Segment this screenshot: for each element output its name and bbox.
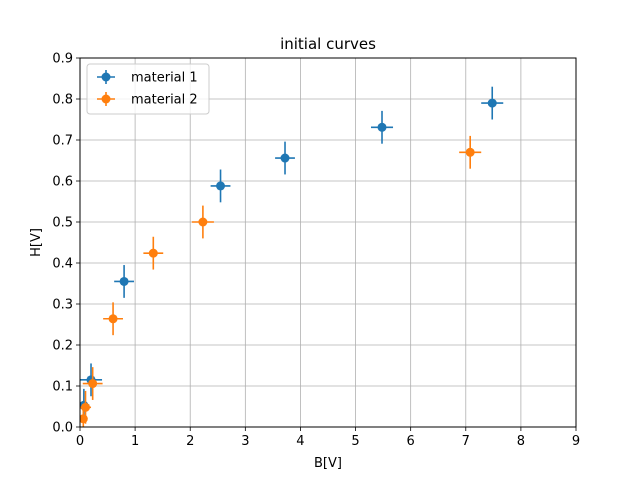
point-marker <box>465 147 475 157</box>
y-tick-label: 0.0 <box>52 421 73 436</box>
point-marker <box>198 217 208 227</box>
chart-title: initial curves <box>280 35 376 53</box>
x-tick-label: 4 <box>296 434 304 449</box>
series-material-2 <box>80 135 482 427</box>
y-tick-label: 0.6 <box>52 175 73 190</box>
point-marker <box>280 153 290 163</box>
y-tick-label: 0.5 <box>52 216 73 231</box>
axis-ticks: 0 1 2 3 4 5 6 7 8 9 0.0 0.1 0.2 0.3 0.4 0.5 0.6 0.7 0.8 0.9 <box>52 52 580 450</box>
data-point <box>114 265 135 298</box>
point-marker <box>148 248 158 258</box>
data-point <box>143 236 164 270</box>
point-marker <box>108 314 118 324</box>
point-marker <box>88 379 98 389</box>
y-tick-label: 0.8 <box>52 93 73 108</box>
point-marker <box>487 98 497 108</box>
y-tick-label: 0.3 <box>52 298 73 313</box>
data-points <box>80 86 504 427</box>
plot-area-frame <box>79 57 577 428</box>
data-point <box>370 110 394 144</box>
data-point <box>82 367 103 400</box>
data-point <box>103 302 123 336</box>
y-tick-label: 0.7 <box>52 134 73 149</box>
legend-item: material 1 <box>97 70 198 86</box>
legend-label: material 1 <box>131 71 198 86</box>
point-marker <box>119 276 129 286</box>
data-point <box>210 169 231 203</box>
point-marker <box>81 402 91 412</box>
legend-item: material 2 <box>97 92 198 108</box>
x-tick-label: 6 <box>407 434 415 449</box>
x-axis-label: B[V] <box>314 456 342 471</box>
x-tick-label: 3 <box>241 434 249 449</box>
x-tick-label: 2 <box>186 434 194 449</box>
y-axis-label: H[V] <box>29 228 44 257</box>
data-point <box>80 390 92 424</box>
point-marker <box>377 122 387 132</box>
legend-marker <box>101 94 111 104</box>
x-tick-label: 0 <box>76 434 84 449</box>
y-tick-label: 0.9 <box>52 52 73 67</box>
y-tick-label: 0.4 <box>52 257 73 272</box>
data-point <box>481 86 504 120</box>
legend: material 1 material 2 <box>86 63 210 115</box>
legend-box <box>86 63 210 115</box>
data-point <box>459 135 482 169</box>
x-tick-label: 5 <box>351 434 359 449</box>
data-point <box>275 141 295 175</box>
point-marker <box>216 181 226 191</box>
legend-marker <box>101 72 111 82</box>
legend-label: material 2 <box>131 93 198 108</box>
y-tick-label: 0.1 <box>52 380 73 395</box>
x-tick-label: 7 <box>462 434 470 449</box>
x-tick-label: 1 <box>131 434 139 449</box>
x-tick-label: 9 <box>572 434 580 449</box>
data-point <box>191 205 214 239</box>
y-tick-label: 0.2 <box>52 339 73 354</box>
x-tick-label: 8 <box>517 434 525 449</box>
